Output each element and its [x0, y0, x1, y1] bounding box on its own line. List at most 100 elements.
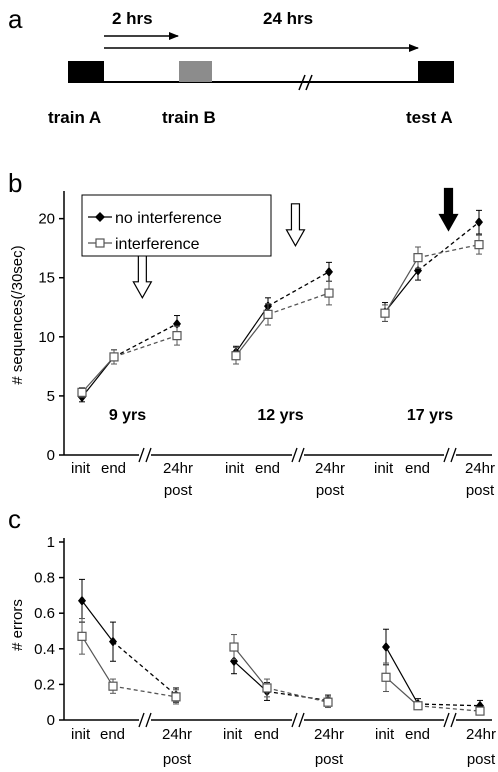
x-tick-label-end: end — [405, 460, 430, 477]
point-interference-9-yrs-init — [77, 387, 87, 397]
point-interference-12-yrs-end — [262, 683, 272, 693]
panel-c-axis-break — [443, 712, 450, 728]
legend-label-no-interference: no interference — [115, 210, 222, 227]
x-tick-label-init: init — [71, 460, 91, 477]
x-tick-label-24hr: 24hr — [466, 726, 496, 743]
panel-letter-b: b — [8, 168, 22, 198]
panel-b-axis-break — [298, 447, 305, 463]
point-interference-12-yrs-24hr-post — [323, 697, 333, 707]
panel-letter-c: c — [8, 504, 21, 534]
series-line-no-interference — [384, 270, 419, 313]
panel-c-axis-break — [450, 712, 457, 728]
point-interference-12-yrs-init — [231, 351, 241, 361]
panel-a-schematic: a 2 hrs 24 hrs train A train B test A — [8, 4, 454, 127]
timeline-break-2 — [305, 74, 313, 91]
point-interference-17-yrs-end — [413, 253, 423, 263]
x-tick-label-end: end — [101, 460, 126, 477]
panel-c-y-tick-label: 0 — [47, 712, 55, 729]
panel-c-y-tick-label: 0.2 — [34, 676, 55, 693]
panel-b-axis-break — [291, 447, 298, 463]
panel-c-axis-break — [298, 712, 305, 728]
series-line-no-interference — [385, 646, 419, 705]
point-interference-12-yrs-init — [229, 642, 239, 652]
point-no-interference-9-yrs-end — [109, 636, 117, 647]
x-tick-label-24hr: 24hr — [314, 726, 344, 743]
point-no-interference-9-yrs-init — [78, 595, 86, 606]
x-tick-label-init: init — [374, 460, 394, 477]
x-tick-label-post: post — [467, 751, 496, 768]
legend-label-interference: interference — [115, 236, 200, 253]
series-line-no-interference — [112, 641, 177, 696]
arrow-hollow-9-yrs — [132, 255, 153, 300]
series-line-interference — [417, 244, 480, 259]
panel-letter-a: a — [8, 4, 23, 34]
x-tick-label-24hr: 24hr — [162, 726, 192, 743]
test-a-box — [418, 61, 454, 83]
train-b-box — [179, 61, 212, 82]
series-line-interference — [81, 356, 115, 393]
group-label-9-yrs: 9 yrs — [109, 407, 146, 424]
series-line-interference — [266, 687, 329, 703]
point-no-interference-12-yrs-init — [230, 656, 238, 667]
panel-b-y-tick-label: 20 — [38, 211, 55, 228]
x-tick-label-24hr: 24hr — [465, 460, 495, 477]
series-line-no-interference — [113, 323, 178, 358]
x-tick-label-24hr: 24hr — [163, 460, 193, 477]
x-tick-label-init: init — [223, 726, 243, 743]
legend-marker-no-interference — [95, 212, 105, 222]
series-line-interference — [113, 335, 178, 358]
point-interference-9-yrs-init — [77, 631, 87, 641]
group-label-17-yrs: 17 yrs — [407, 407, 453, 424]
point-interference-9-yrs-24hr-post — [171, 692, 181, 702]
point-no-interference-12-yrs-24hr-post — [325, 266, 333, 277]
series-line-interference — [81, 636, 114, 687]
point-interference-17-yrs-end — [413, 701, 423, 711]
point-interference-17-yrs-24hr-post — [474, 240, 484, 250]
train-b-label: train B — [162, 108, 216, 127]
panel-c-axis-break — [291, 712, 298, 728]
series-line-no-interference — [417, 221, 480, 272]
x-tick-label-end: end — [100, 726, 125, 743]
arrow-2hrs-label: 2 hrs — [112, 9, 153, 28]
panel-b-axis-break — [443, 447, 450, 463]
point-interference-12-yrs-24hr-post — [324, 288, 334, 298]
x-tick-label-post: post — [163, 751, 192, 768]
point-interference-9-yrs-end — [108, 681, 118, 691]
series-line-interference — [417, 705, 481, 712]
point-interference-9-yrs-24hr-post — [172, 331, 182, 341]
point-no-interference-17-yrs-init — [382, 642, 390, 653]
x-tick-label-end: end — [255, 460, 280, 477]
point-interference-17-yrs-init — [380, 308, 390, 318]
arrow-24hrs-label: 24 hrs — [263, 9, 313, 28]
point-no-interference-17-yrs-24hr-post — [475, 217, 483, 228]
arrow-hollow-12-yrs — [285, 203, 306, 248]
x-tick-label-post: post — [315, 751, 344, 768]
series-line-no-interference — [81, 600, 114, 643]
x-tick-label-init: init — [375, 726, 395, 743]
x-tick-label-24hr: 24hr — [315, 460, 345, 477]
series-line-no-interference — [235, 305, 269, 353]
series-line-interference — [267, 292, 330, 315]
series-line-interference — [385, 676, 419, 707]
x-tick-label-end: end — [405, 726, 430, 743]
panel-c-y-tick-label: 1 — [47, 534, 55, 551]
series-line-no-interference — [417, 703, 481, 707]
series-line-no-interference — [267, 271, 330, 307]
series-line-interference — [233, 646, 268, 689]
panel-b-y-tick-label: 5 — [47, 388, 55, 405]
panel-b-axis-break — [145, 447, 152, 463]
series-line-interference — [112, 685, 177, 698]
series-line-no-interference — [233, 660, 268, 692]
timeline-break-1 — [298, 74, 306, 91]
panel-b-y-tick-label: 15 — [38, 270, 55, 287]
legend: no interference interference — [81, 194, 272, 257]
train-a-box — [68, 61, 104, 83]
panel-c-axis-break — [145, 712, 152, 728]
x-tick-label-post: post — [164, 482, 193, 499]
series-line-no-interference — [266, 690, 329, 702]
